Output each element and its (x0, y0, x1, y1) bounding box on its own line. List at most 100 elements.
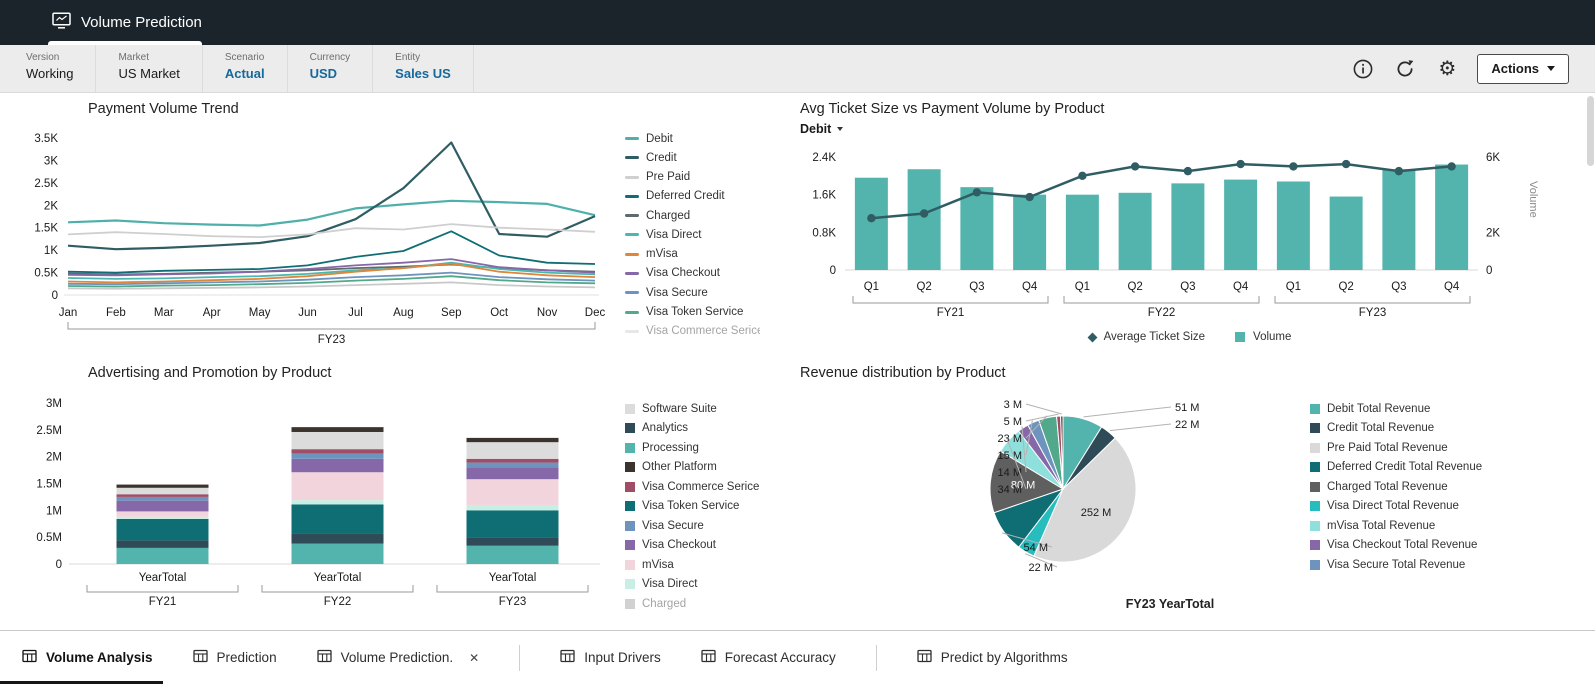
line-series-visa-checkout[interactable] (67, 258, 596, 277)
stack-segment-visa-checkout[interactable] (291, 458, 384, 473)
stack-segment-analytics[interactable] (466, 537, 559, 546)
legend-item-visa-token-service[interactable]: Visa Token Service (625, 302, 760, 321)
bottom-tab-input-drivers[interactable]: Input Drivers (560, 649, 661, 666)
stack-segment-mvisa[interactable] (116, 511, 209, 517)
legend-item-visa-checkout-total-revenue[interactable]: Visa Checkout Total Revenue (1310, 536, 1540, 556)
pov-member-value[interactable]: Working (26, 66, 74, 81)
legend-item-mvisa[interactable]: mVisa (625, 555, 770, 575)
product-filter-dropdown[interactable]: Debit (800, 122, 844, 136)
legend-item-mvisa[interactable]: mVisa (625, 245, 760, 264)
legend-item-visa-secure-total-revenue[interactable]: Visa Secure Total Revenue (1310, 555, 1540, 575)
legend-item-debit-total-revenue[interactable]: Debit Total Revenue (1310, 399, 1540, 419)
stack-segment-other-platform[interactable] (291, 427, 384, 432)
stack-segment-processing[interactable] (116, 547, 209, 564)
legend-item-pre-paid-total-revenue[interactable]: Pre Paid Total Revenue (1310, 438, 1540, 458)
volume-bar[interactable] (907, 169, 941, 270)
stack-segment-visa-commerce-serice[interactable] (466, 458, 559, 463)
legend-item-visa-token-service[interactable]: Visa Token Service (625, 497, 770, 517)
stack-segment-visa-checkout[interactable] (466, 467, 559, 480)
stack-segment-visa-direct[interactable] (291, 500, 384, 505)
stack-segment-visa-direct[interactable] (116, 516, 209, 519)
legend-item-credit-total-revenue[interactable]: Credit Total Revenue (1310, 419, 1540, 439)
pov-item-market[interactable]: Market US Market (118, 45, 203, 92)
bottom-tab-predict-by-algorithms[interactable]: Predict by Algorithms (917, 649, 1068, 666)
pie-slice-charged-total-revenue[interactable] (989, 450, 1065, 514)
line-series-deferred-credit[interactable] (67, 230, 596, 274)
stack-segment-visa-checkout[interactable] (116, 500, 209, 512)
pov-member-value[interactable]: Sales US (395, 66, 451, 81)
bottom-tab-volume-analysis[interactable]: Volume Analysis (22, 649, 153, 666)
legend-item-visa-direct[interactable]: Visa Direct (625, 225, 760, 244)
legend-item-volume[interactable]: Volume (1235, 331, 1291, 343)
refresh-icon[interactable] (1393, 57, 1417, 81)
line-series-mvisa[interactable] (67, 262, 596, 284)
stack-segment-mvisa[interactable] (466, 479, 559, 505)
legend-item-visa-direct[interactable]: Visa Direct (625, 575, 770, 595)
stack-segment-processing[interactable] (291, 543, 384, 564)
stack-segment-visa-direct[interactable] (466, 504, 559, 511)
volume-bar[interactable] (1224, 179, 1258, 270)
info-icon[interactable] (1351, 57, 1375, 81)
pie-slice-pre-paid-total-revenue[interactable] (1033, 437, 1137, 563)
vertical-scrollbar[interactable] (1587, 96, 1594, 626)
stack-segment-processing[interactable] (466, 545, 559, 564)
legend-item-credit[interactable]: Credit (625, 148, 760, 167)
pie-slice-value-3[interactable] (1060, 415, 1064, 490)
legend-item-processing[interactable]: Processing (625, 438, 770, 458)
legend-item-visa-commerce-serice[interactable]: Visa Commerce Serice (625, 477, 770, 497)
gear-icon[interactable]: ⚙ (1438, 57, 1457, 80)
legend-item-visa-checkout[interactable]: Visa Checkout (625, 264, 760, 283)
payment-volume-trend-chart[interactable]: 0 0.5K 1K 1.5K 2K 2.5K 3K 3.5K Jan Feb Mar Apr May Ju… (0, 93, 760, 363)
stack-segment-visa-secure[interactable] (116, 496, 209, 501)
legend-item-average-ticket-size[interactable]: Average Ticket Size (1087, 331, 1205, 343)
legend-item-charged[interactable]: Charged (625, 206, 760, 225)
stack-segment-other-platform[interactable] (466, 437, 559, 443)
volume-bar[interactable] (1013, 194, 1047, 270)
legend-item-mvisa-total-revenue[interactable]: mVisa Total Revenue (1310, 516, 1540, 536)
legend-item-pre-paid[interactable]: Pre Paid (625, 168, 760, 187)
legend-item-analytics[interactable]: Analytics (625, 419, 770, 439)
bottom-tab-forecast-accuracy[interactable]: Forecast Accuracy (701, 649, 836, 666)
stack-segment-software-suite[interactable] (116, 487, 209, 495)
stack-segment-visa-token-service[interactable] (116, 518, 209, 541)
volume-bar[interactable] (1065, 194, 1099, 270)
bottom-tab-volume-prediction[interactable]: Volume Prediction. ✕ (316, 649, 479, 666)
legend-item-deferred-credit-total-revenue[interactable]: Deferred Credit Total Revenue (1310, 458, 1540, 478)
actions-button[interactable]: Actions (1477, 53, 1569, 84)
stack-segment-visa-commerce-serice[interactable] (116, 494, 209, 497)
stack-segment-analytics[interactable] (291, 533, 384, 544)
legend-item-software-suite[interactable]: Software Suite (625, 399, 770, 419)
volume-bar[interactable] (960, 187, 994, 270)
legend-item-charged[interactable]: Charged (625, 594, 770, 614)
legend-item-visa-commerce-serice[interactable]: Visa Commerce Serice (625, 322, 760, 341)
legend-item-deferred-credit[interactable]: Deferred Credit (625, 187, 760, 206)
stack-segment-visa-secure[interactable] (291, 453, 384, 459)
volume-bar[interactable] (1118, 192, 1152, 270)
stack-segment-software-suite[interactable] (466, 442, 559, 459)
line-series-visa-token-service[interactable] (67, 275, 596, 288)
avg-ticket-line[interactable] (871, 162, 1452, 220)
line-series-visa-commerce-serice[interactable] (67, 281, 596, 290)
pov-item-version[interactable]: Version Working (26, 45, 97, 92)
pov-member-value[interactable]: USD (309, 66, 338, 81)
legend-item-visa-checkout[interactable]: Visa Checkout (625, 536, 770, 556)
line-series-visa-direct[interactable] (67, 261, 596, 280)
stack-segment-software-suite[interactable] (291, 431, 384, 450)
stack-segment-visa-token-service[interactable] (466, 510, 559, 538)
bottom-tab-prediction[interactable]: Prediction (192, 649, 277, 666)
pov-item-currency[interactable]: Currency USD (310, 45, 374, 92)
stack-segment-analytics[interactable] (116, 540, 209, 548)
legend-item-debit[interactable]: Debit (625, 129, 760, 148)
legend-item-visa-secure[interactable]: Visa Secure (625, 516, 770, 536)
stack-segment-other-platform[interactable] (116, 484, 209, 488)
line-series-credit[interactable] (67, 141, 596, 251)
advertising-promotion-chart[interactable]: 0 0.5M 1M 1.5M 2M 2.5M 3M YearTotal FY21 YearTota… (0, 363, 760, 630)
legend-item-charged-total-revenue[interactable]: Charged Total Revenue (1310, 477, 1540, 497)
stack-segment-visa-commerce-serice[interactable] (291, 449, 384, 454)
stack-segment-visa-token-service[interactable] (291, 504, 384, 534)
revenue-distribution-pie[interactable]: 252 M 80 M 51 M 22 M 3 M 5 M 23 M 15 M 14 M 34 M 5… (760, 363, 1595, 630)
volume-bar[interactable] (1435, 164, 1469, 270)
volume-bar[interactable] (1382, 169, 1416, 270)
stack-segment-mvisa[interactable] (291, 472, 384, 501)
stack-segment-visa-secure[interactable] (466, 462, 559, 468)
